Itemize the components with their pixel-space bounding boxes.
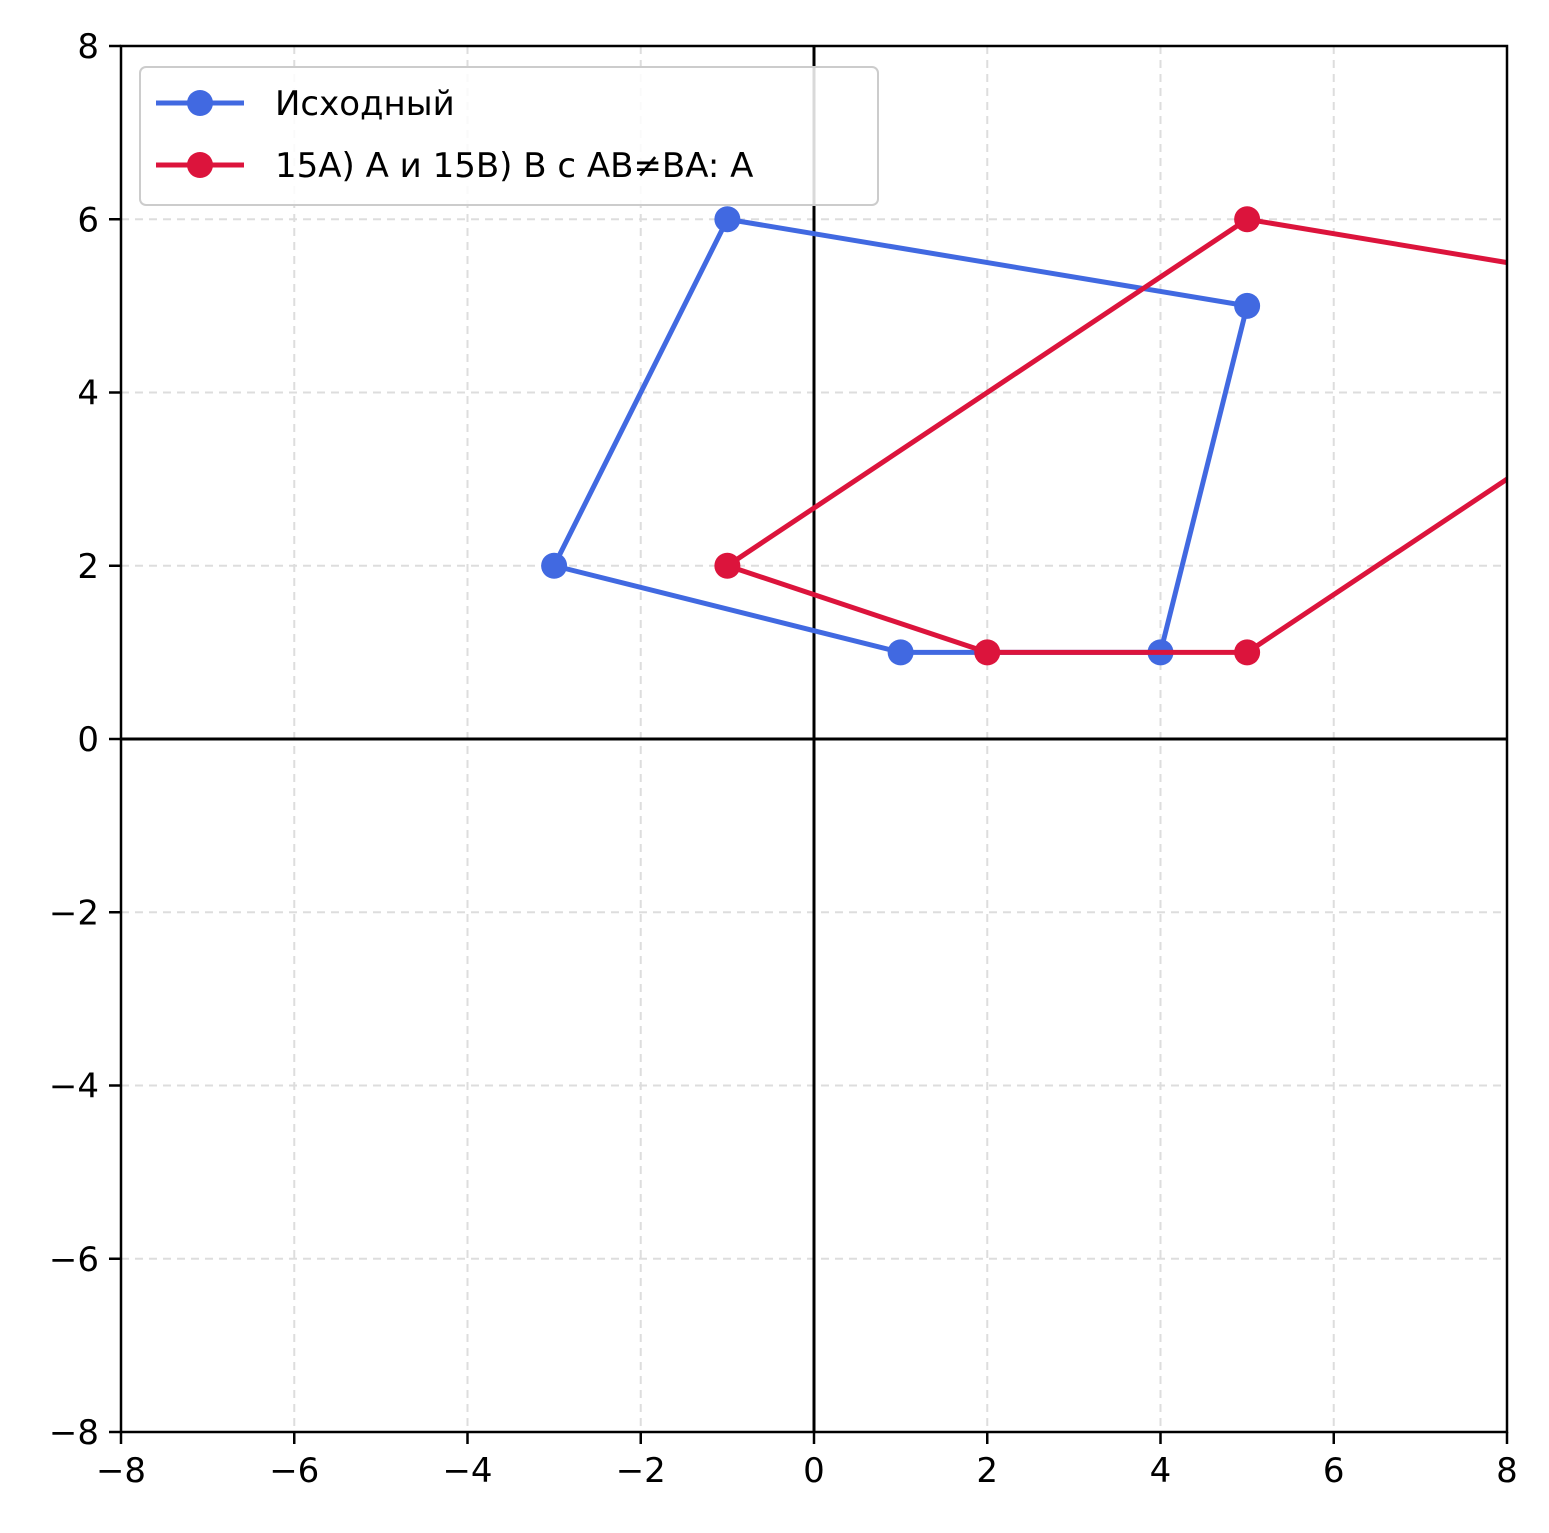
y-tick-label-2: −4 [49, 1067, 99, 1107]
y-tick-label-3: −2 [49, 893, 99, 933]
y-tick-label-7: 6 [77, 200, 99, 240]
x-tick-label-0: −8 [96, 1451, 146, 1491]
series-1-point-1 [1234, 639, 1261, 666]
legend-marker-0 [187, 90, 213, 116]
series-0-point-4 [541, 552, 568, 579]
x-tick-label-3: −2 [616, 1451, 666, 1491]
zero-axes [121, 46, 1507, 1432]
legend-label-0: Исходный [275, 84, 455, 124]
series-0-point-3 [714, 206, 741, 233]
legend: Исходный 15A) A и 15B) B с AB≠BA: A [139, 66, 879, 206]
x-tick-label-8: 8 [1496, 1451, 1518, 1491]
x-tick-label-7: 6 [1323, 1451, 1345, 1491]
y-tick-label-8: 8 [77, 27, 99, 67]
legend-box [139, 66, 879, 206]
series-line-1 [724, 216, 1507, 655]
y-tick-label-0: −8 [49, 1413, 99, 1453]
x-tick-label-6: 4 [1150, 1451, 1172, 1491]
legend-marker-1 [187, 152, 213, 178]
series-layer [541, 206, 1507, 666]
series-0-point-2 [1234, 292, 1261, 319]
legend-label-1: 15A) A и 15B) B с AB≠BA: A [275, 146, 753, 186]
y-tick-label-6: 4 [77, 374, 99, 414]
series-1-point-3 [1234, 206, 1261, 233]
y-tick-label-1: −6 [49, 1240, 99, 1280]
y-tick-label-4: 0 [77, 720, 99, 760]
y-tick-label-5: 2 [77, 547, 99, 587]
x-tick-label-5: 2 [976, 1451, 998, 1491]
series-0-point-0 [887, 639, 914, 666]
series-1-point-0 [974, 639, 1001, 666]
x-tick-label-2: −4 [442, 1451, 492, 1491]
x-tick-label-1: −6 [269, 1451, 319, 1491]
ticks: −8 −6 −4 −2 0 2 4 6 8 −8 −6 −4 −2 0 2 4 6 8 [49, 27, 1518, 1491]
x-tick-label-4: 0 [803, 1451, 825, 1491]
series-1-point-4 [714, 552, 741, 579]
